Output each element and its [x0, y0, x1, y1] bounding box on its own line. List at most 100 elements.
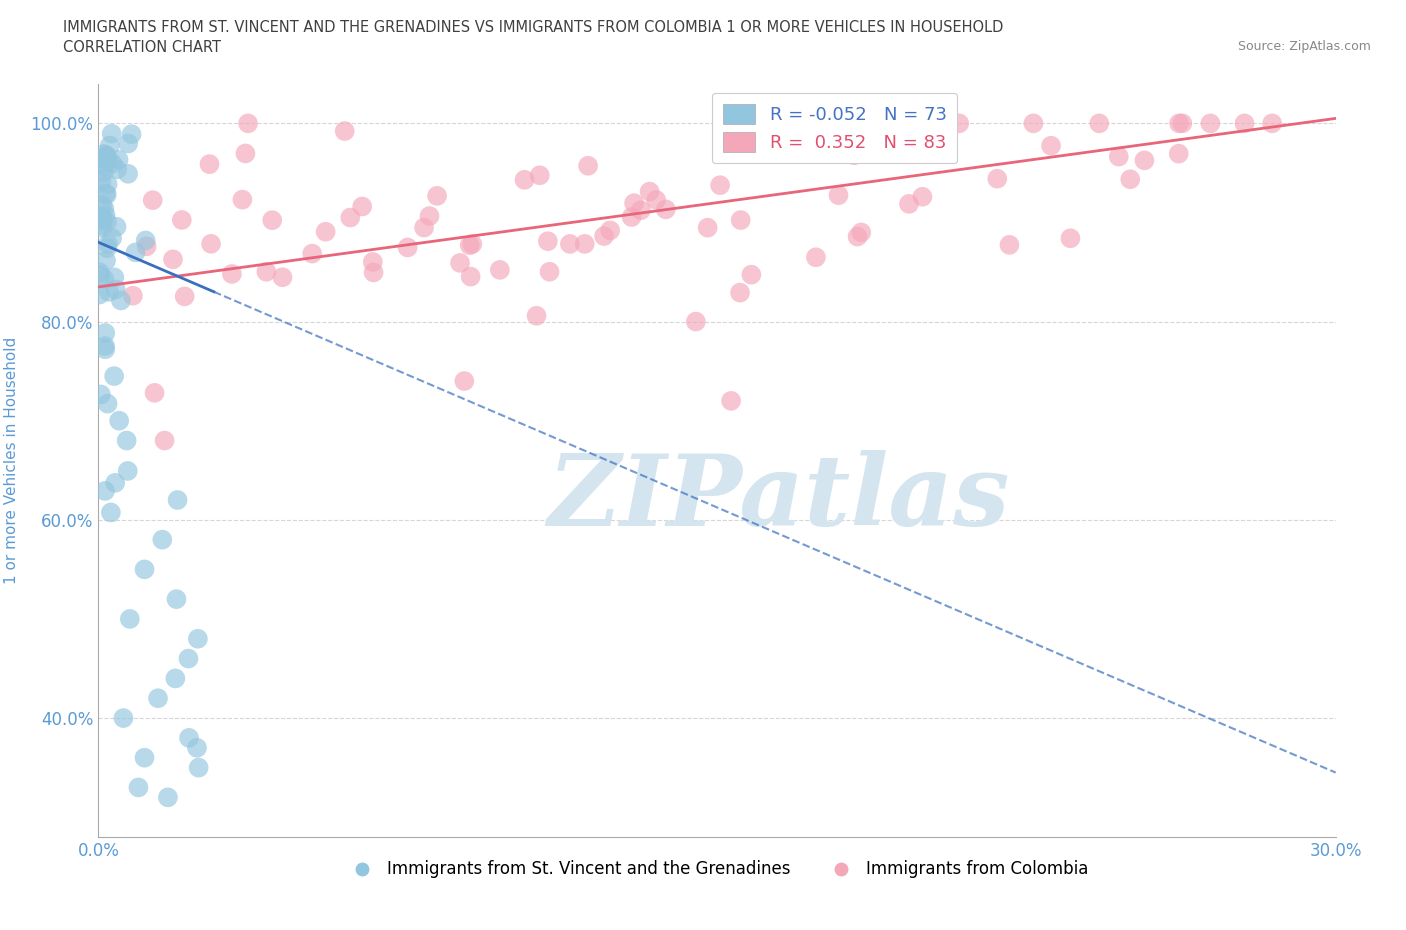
Point	[97, 153, 120, 167]
Point	[1133, 153, 1156, 167]
Point	[90, 218, 112, 232]
Point	[1059, 231, 1081, 246]
Point	[89, 212, 111, 227]
Point	[198, 156, 221, 171]
Point	[449, 256, 471, 271]
Point	[851, 225, 873, 240]
Point	[117, 136, 139, 151]
Point	[96, 187, 118, 202]
Point	[166, 591, 188, 606]
Point	[1040, 139, 1063, 153]
Text: Source: ZipAtlas.com: Source: ZipAtlas.com	[1237, 40, 1371, 53]
Point	[413, 220, 436, 235]
Point	[135, 233, 157, 248]
Point	[153, 433, 176, 448]
Point	[513, 172, 536, 187]
Point	[100, 126, 122, 141]
Point	[685, 314, 707, 329]
Y-axis label: 1 or more Vehicles in Household: 1 or more Vehicles in Household	[4, 337, 20, 584]
Point	[262, 213, 284, 228]
Point	[186, 740, 208, 755]
Point	[876, 116, 898, 131]
Point	[187, 760, 209, 775]
Point	[122, 288, 145, 303]
Point	[231, 193, 253, 207]
Point	[221, 267, 243, 282]
Point	[173, 289, 195, 304]
Point	[98, 138, 121, 153]
Point	[709, 178, 731, 193]
Point	[93, 147, 115, 162]
Point	[170, 213, 193, 228]
Point	[105, 219, 128, 234]
Point	[396, 240, 419, 255]
Point	[97, 177, 120, 192]
Point	[730, 213, 752, 228]
Point	[363, 265, 385, 280]
Legend: Immigrants from St. Vincent and the Grenadines, Immigrants from Colombia: Immigrants from St. Vincent and the Gren…	[339, 854, 1095, 885]
Point	[96, 150, 118, 165]
Point	[90, 174, 112, 189]
Point	[1167, 146, 1189, 161]
Point	[166, 493, 188, 508]
Point	[740, 267, 762, 282]
Point	[134, 562, 156, 577]
Point	[110, 293, 132, 308]
Point	[124, 245, 146, 259]
Point	[720, 393, 742, 408]
Point	[842, 148, 865, 163]
Point	[1088, 116, 1111, 131]
Point	[333, 124, 356, 139]
Point	[460, 269, 482, 284]
Point	[134, 751, 156, 765]
Point	[150, 532, 173, 547]
Point	[948, 116, 970, 131]
Point	[538, 264, 561, 279]
Point	[91, 220, 114, 235]
Point	[645, 193, 668, 207]
Point	[846, 229, 869, 244]
Point	[104, 475, 127, 490]
Point	[89, 212, 111, 227]
Point	[998, 237, 1021, 252]
Point	[1119, 172, 1142, 187]
Point	[1171, 116, 1194, 131]
Point	[143, 385, 166, 400]
Point	[418, 208, 440, 223]
Point	[352, 199, 374, 214]
Point	[94, 152, 117, 166]
Point	[638, 184, 661, 199]
Point	[804, 250, 827, 265]
Point	[254, 264, 277, 279]
Point	[117, 463, 139, 478]
Point	[361, 255, 384, 270]
Point	[537, 233, 560, 248]
Point	[142, 193, 165, 207]
Point	[105, 162, 128, 177]
Point	[135, 239, 157, 254]
Point	[93, 272, 115, 286]
Point	[986, 171, 1008, 186]
Point	[94, 484, 117, 498]
Point	[94, 207, 117, 222]
Point	[162, 252, 184, 267]
Point	[115, 433, 138, 448]
Point	[489, 262, 512, 277]
Point	[696, 220, 718, 235]
Point	[94, 339, 117, 353]
Point	[91, 212, 114, 227]
Point	[1108, 149, 1130, 164]
Point	[301, 246, 323, 261]
Point	[91, 198, 114, 213]
Point	[897, 196, 920, 211]
Point	[89, 265, 111, 280]
Point	[1261, 116, 1284, 131]
Point	[271, 270, 294, 285]
Point	[94, 186, 117, 201]
Point	[593, 229, 616, 244]
Point	[90, 387, 112, 402]
Point	[94, 342, 117, 357]
Point	[1199, 116, 1222, 131]
Point	[94, 253, 117, 268]
Point	[103, 368, 125, 383]
